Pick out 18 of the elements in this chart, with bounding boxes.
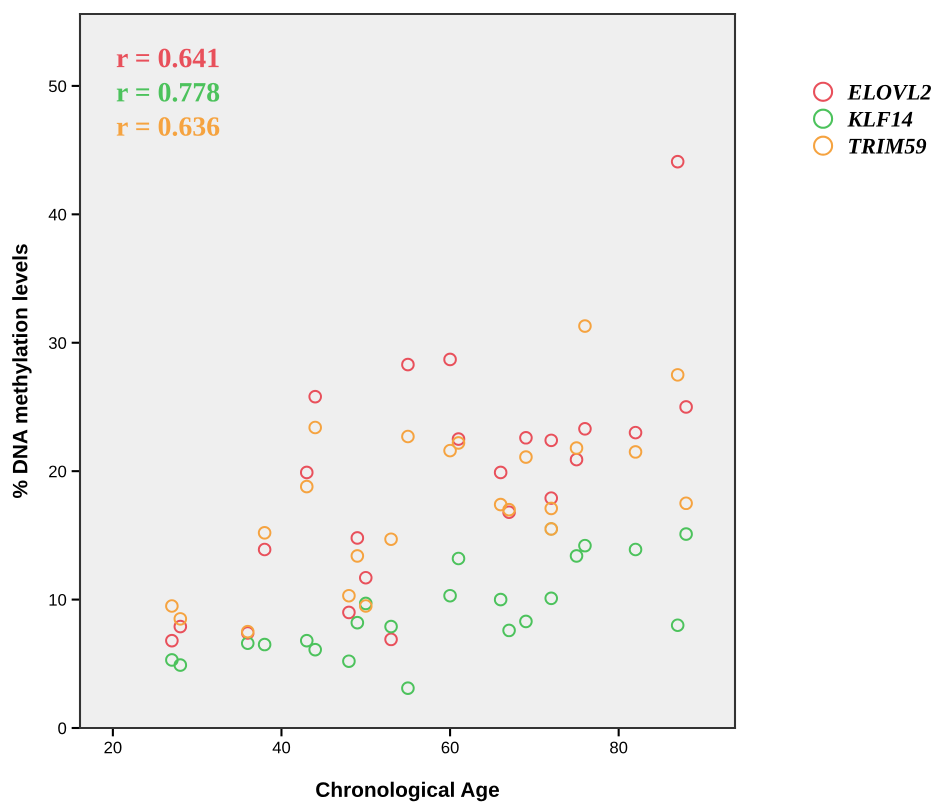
y-tick-label: 40 xyxy=(48,208,66,221)
x-tick-label: 40 xyxy=(272,742,290,754)
y-tick-label: 30 xyxy=(48,337,66,349)
y-tick-label: 0 xyxy=(58,722,66,734)
annotation: r = 0.641 xyxy=(116,48,219,68)
x-axis-title: Chronological Age xyxy=(316,782,499,802)
x-tick-label: 20 xyxy=(104,742,122,754)
y-axis-title: % DNA methylation levels xyxy=(12,244,32,498)
annotation: r = 0.778 xyxy=(116,82,220,102)
y-tick-label: 10 xyxy=(50,594,66,606)
annotation: r = 0.636 xyxy=(116,117,220,136)
x-tick-label: 80 xyxy=(610,742,628,754)
y-tick-label: 50 xyxy=(48,80,66,92)
legend-label: TRIM59 xyxy=(849,138,926,154)
legend-label: ELOVL2 xyxy=(847,84,931,100)
legend-label: KLF14 xyxy=(847,112,912,127)
x-tick-label: 60 xyxy=(442,742,459,754)
y-tick-label: 20 xyxy=(49,466,66,478)
